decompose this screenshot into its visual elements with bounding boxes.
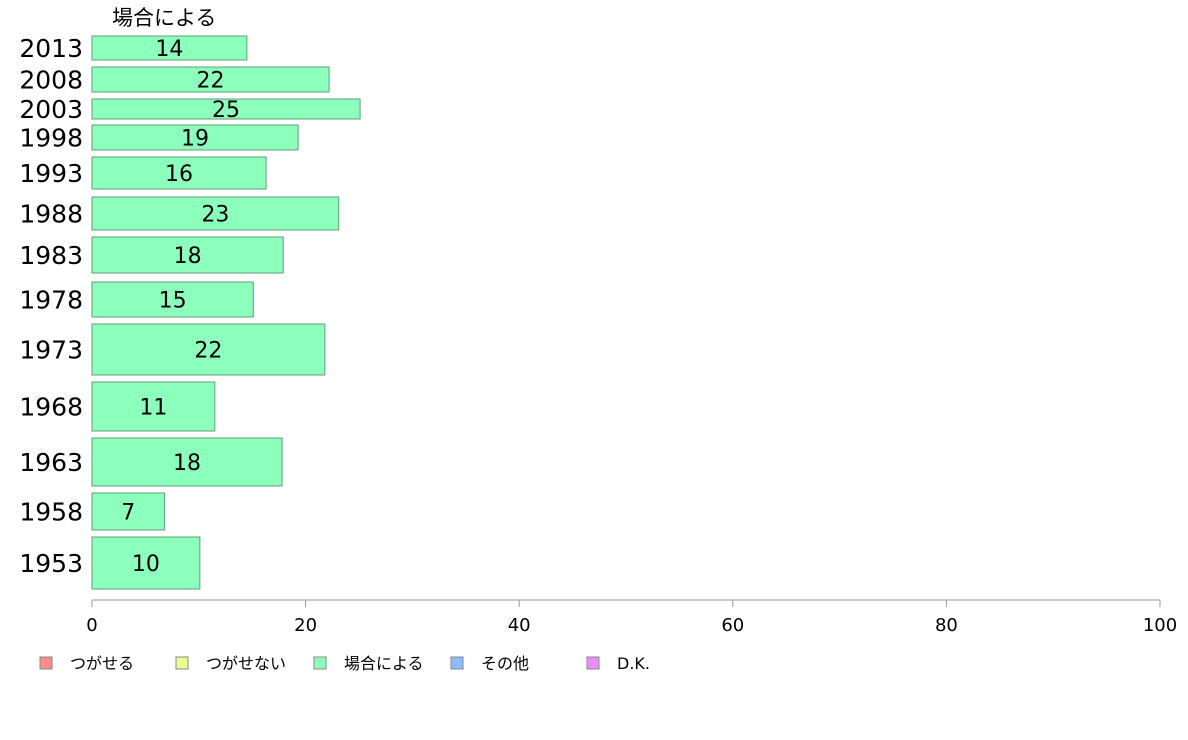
bar-1963: [91, 437, 283, 487]
bar-value-label: 10: [132, 552, 160, 577]
bar-value-label: 11: [139, 396, 167, 421]
bar-1988: [91, 196, 340, 231]
y-tick-label: 1993: [19, 159, 83, 188]
x-tick-label: 0: [86, 615, 97, 636]
x-tick-label: 20: [294, 615, 317, 636]
bar-1978: [91, 281, 254, 318]
legend-swatch: [313, 656, 327, 670]
y-tick-label: 1988: [19, 200, 83, 229]
bar-2013: [91, 35, 248, 61]
legend-label: D.K.: [617, 654, 650, 673]
y-tick-label: 1978: [19, 286, 83, 315]
y-tick-label: 2003: [19, 95, 83, 124]
bar-value-label: 25: [212, 98, 240, 123]
bar-value-label: 14: [155, 37, 183, 62]
bar-1973: [91, 323, 326, 376]
x-tick-label: 40: [508, 615, 531, 636]
bar-value-label: 18: [173, 451, 201, 476]
legend-swatch: [175, 656, 189, 670]
bar-value-label: 16: [165, 162, 193, 187]
y-tick-label: 1963: [19, 448, 83, 477]
bar-value-label: 15: [159, 289, 187, 314]
bar-value-label: 19: [181, 127, 209, 152]
legend-swatch: [450, 656, 464, 670]
y-tick-label: 1983: [19, 241, 83, 270]
y-tick-label: 2013: [19, 34, 83, 63]
bar-value-label: 22: [194, 339, 222, 364]
bar-1958: [91, 492, 166, 531]
y-tick-label: 1968: [19, 393, 83, 422]
x-tick-label: 60: [721, 615, 744, 636]
x-axis: 0 20 40 60 80 100: [86, 599, 1177, 636]
bar-1968: [91, 381, 216, 432]
y-tick-label: 1958: [19, 498, 83, 527]
bar-value-label: 22: [197, 69, 225, 94]
x-tick-label: 100: [1143, 615, 1177, 636]
bar-1983: [91, 236, 284, 274]
y-tick-label: 1998: [19, 124, 83, 153]
chart-title: 場合による: [112, 6, 216, 30]
bar-value-label: 7: [121, 501, 135, 526]
y-tick-label: 2008: [19, 66, 83, 95]
bar-2008: [91, 66, 330, 93]
legend-label: その他: [481, 654, 529, 673]
y-tick-label: 1953: [19, 549, 83, 578]
legend: つがせる つがせない 場合による その他 D.K.: [39, 654, 650, 673]
legend-swatch: [586, 656, 600, 670]
legend-label: 場合による: [344, 654, 424, 673]
legend-label: つがせる: [70, 654, 134, 673]
x-tick-label: 80: [935, 615, 958, 636]
bar-1953: [91, 536, 201, 590]
legend-label: つがせない: [206, 654, 286, 673]
bar-value-label: 18: [174, 244, 202, 269]
bar-value-label: 23: [201, 203, 229, 228]
bar-1998: [91, 124, 299, 151]
bar-1993: [91, 156, 267, 190]
bar-2003: [91, 98, 361, 120]
y-tick-label: 1973: [19, 336, 83, 365]
legend-swatch: [39, 656, 53, 670]
